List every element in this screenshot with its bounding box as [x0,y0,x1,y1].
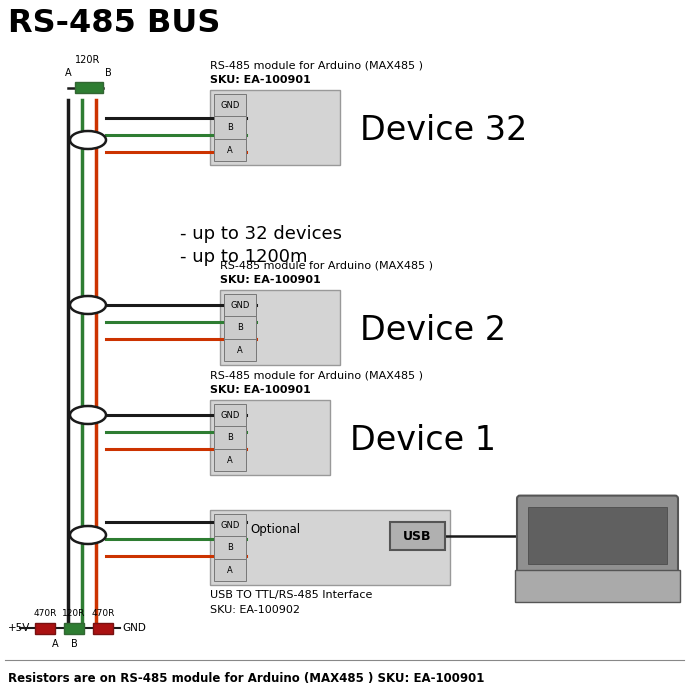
Text: A: A [227,146,233,155]
FancyBboxPatch shape [214,514,246,537]
FancyBboxPatch shape [210,400,330,475]
Text: B: B [227,433,233,442]
FancyBboxPatch shape [214,117,246,139]
Ellipse shape [70,131,106,149]
Text: RS-485 module for Arduino (MAX485 ): RS-485 module for Arduino (MAX485 ) [220,260,433,270]
FancyBboxPatch shape [390,522,445,550]
Text: Device 1: Device 1 [350,424,496,457]
Text: B: B [71,639,77,649]
Ellipse shape [70,296,106,314]
FancyBboxPatch shape [210,90,340,165]
Text: B: B [105,68,112,78]
Text: Device 2: Device 2 [360,313,506,346]
FancyBboxPatch shape [214,559,246,582]
Text: GND: GND [220,101,240,110]
FancyBboxPatch shape [220,290,340,365]
Text: A: A [52,639,59,649]
Text: A: A [227,566,233,575]
Text: A: A [227,455,233,464]
Text: 120R: 120R [75,55,101,65]
Text: 470R: 470R [92,609,114,618]
Text: B: B [227,543,233,552]
Text: - up to 1200m: - up to 1200m [180,248,307,266]
FancyBboxPatch shape [214,139,246,161]
FancyBboxPatch shape [210,510,450,585]
FancyBboxPatch shape [517,495,678,573]
FancyBboxPatch shape [35,622,55,633]
Text: B: B [227,124,233,132]
Text: GND: GND [220,411,240,420]
Text: RS-485 BUS: RS-485 BUS [8,8,220,39]
Ellipse shape [70,526,106,544]
FancyBboxPatch shape [93,622,113,633]
FancyBboxPatch shape [224,294,256,317]
Text: +5V: +5V [8,623,30,633]
FancyBboxPatch shape [214,448,246,471]
Text: USB TO TTL/RS-485 Interface: USB TO TTL/RS-485 Interface [210,590,372,600]
FancyBboxPatch shape [214,536,246,559]
FancyBboxPatch shape [224,339,256,362]
Text: SKU: EA-100901: SKU: EA-100901 [210,75,311,85]
Ellipse shape [70,406,106,424]
Text: GND: GND [230,301,249,310]
FancyBboxPatch shape [528,506,667,564]
Text: Optional: Optional [250,524,300,537]
Text: RS-485 module for Arduino (MAX485 ): RS-485 module for Arduino (MAX485 ) [210,370,423,380]
Text: Resistors are on RS-485 module for Arduino (MAX485 ) SKU: EA-100901: Resistors are on RS-485 module for Ardui… [8,672,484,685]
FancyBboxPatch shape [214,426,246,449]
FancyBboxPatch shape [224,316,256,339]
Text: GND: GND [122,623,146,633]
Text: Device 32: Device 32 [360,113,527,146]
Text: SKU: EA-100902: SKU: EA-100902 [210,605,300,615]
Text: SKU: EA-100901: SKU: EA-100901 [220,275,321,285]
Text: 120R: 120R [62,609,85,618]
Text: RS-485 module for Arduino (MAX485 ): RS-485 module for Arduino (MAX485 ) [210,60,423,70]
Text: B: B [237,323,243,332]
Text: 470R: 470R [33,609,56,618]
Text: SKU: EA-100901: SKU: EA-100901 [210,385,311,395]
FancyBboxPatch shape [75,82,103,93]
FancyBboxPatch shape [214,404,246,426]
Text: GND: GND [220,521,240,530]
Text: A: A [65,68,72,78]
Text: USB: USB [403,529,432,542]
FancyBboxPatch shape [64,622,84,633]
FancyBboxPatch shape [515,570,680,602]
FancyBboxPatch shape [214,94,246,117]
Text: A: A [237,346,243,355]
Text: - up to 32 devices: - up to 32 devices [180,225,342,243]
